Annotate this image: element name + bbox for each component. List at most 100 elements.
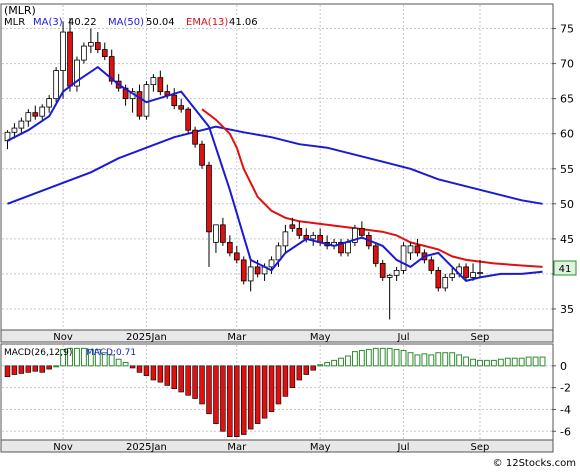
price-tick-label: 50: [560, 198, 574, 211]
candle-up: [81, 45, 87, 61]
symbol-label: (MLR): [4, 4, 36, 17]
last-price-badge: [553, 260, 577, 276]
macd-bar-positive: [442, 352, 449, 367]
macd-bar-negative: [39, 365, 45, 373]
date-axis-top: Nov 2025Jan Mar May Jul Sep: [53, 332, 489, 343]
macd-bar-positive: [324, 362, 331, 367]
macd-bar-negative: [46, 365, 52, 370]
macd-bar-negative: [32, 365, 39, 372]
macd-bar-negative: [185, 365, 191, 396]
legend-ma50-value: 50.04: [146, 17, 175, 28]
candle-up: [470, 272, 476, 278]
price-tick-label: 65: [560, 93, 574, 106]
macd-bar-positive: [477, 359, 483, 367]
macd-tick-label: 0: [560, 360, 567, 373]
candle-down: [372, 245, 379, 264]
macd-bar-negative: [254, 365, 261, 424]
date-label: Mar: [227, 332, 247, 343]
macd-bar-positive: [379, 347, 386, 367]
date-axis-bottom-strip: [0, 439, 554, 453]
macd-bar-positive: [60, 348, 66, 367]
macd-bar-negative: [143, 365, 150, 376]
macd-tick-label: -2: [560, 382, 571, 395]
macd-bar-positive: [407, 352, 414, 367]
last-price-label: 41: [559, 264, 572, 275]
candle-down: [185, 108, 191, 131]
macd-bar-positive: [456, 354, 463, 367]
date-label: May: [310, 442, 331, 453]
date-label: May: [310, 332, 331, 343]
candle-down: [94, 42, 101, 50]
macd-bar-negative: [240, 365, 247, 435]
macd-bar-positive: [331, 359, 337, 367]
candle-down: [67, 31, 73, 87]
candle-down: [199, 143, 205, 166]
macd-bar-positive: [372, 347, 379, 367]
macd-bar-positive: [532, 356, 539, 367]
date-label: Nov: [53, 332, 73, 343]
candle-down: [414, 245, 421, 254]
macd-bar-positive: [484, 359, 490, 367]
macd-bar-positive: [101, 352, 108, 367]
candle-up: [53, 70, 59, 100]
macd-bar-positive: [317, 364, 324, 367]
candle-up: [247, 266, 254, 282]
macd-bar-positive: [435, 352, 442, 367]
candle-up: [310, 234, 317, 240]
candle-up: [46, 98, 52, 108]
macd-bar-negative: [261, 365, 268, 419]
macd-bar-positive: [490, 359, 497, 367]
macd-bar-negative: [157, 365, 164, 383]
candle-up: [352, 227, 358, 243]
candle-up: [268, 259, 275, 268]
macd-tick-label: -6: [560, 425, 571, 438]
candle-down: [220, 224, 226, 243]
candle-up: [393, 270, 400, 276]
macd-bar-negative: [227, 365, 233, 438]
candle-down: [192, 129, 198, 145]
macd-bar-negative: [164, 365, 171, 386]
price-tick-label: 75: [560, 23, 574, 36]
candle-down: [289, 224, 296, 229]
candle-up: [88, 42, 94, 47]
macd-bar-negative: [4, 365, 11, 378]
candle-up: [4, 131, 11, 142]
macd-bar-negative: [25, 365, 32, 373]
macd-bar-positive: [67, 347, 73, 367]
macd-bar-negative: [234, 365, 240, 438]
macd-bar-negative: [18, 365, 25, 374]
ema13-path: [201, 108, 543, 268]
ma50-path: [7, 125, 543, 205]
ma3-path: [7, 65, 543, 283]
date-label: Jul: [397, 442, 410, 453]
macd-bar-negative: [199, 365, 205, 405]
ma50-line: [7, 125, 543, 205]
macd-bar-negative: [220, 365, 226, 432]
candle-up: [345, 241, 351, 254]
macd-bar-positive: [511, 357, 518, 367]
candle-up: [213, 224, 219, 243]
legend-ema13-label: EMA(13): [186, 17, 228, 28]
ema13-line: [201, 108, 543, 268]
candle-down: [254, 266, 261, 275]
candle-up: [60, 31, 66, 72]
macd-bar-positive: [386, 347, 393, 367]
candle-down: [171, 94, 178, 107]
macd-bar-negative: [178, 365, 184, 393]
candle-down: [101, 49, 108, 57]
macd-bar-positive: [351, 351, 358, 367]
date-label: Nov: [53, 442, 73, 453]
macd-bar-positive: [108, 354, 115, 367]
candle-up: [150, 77, 157, 86]
legend-ma50-label: MA(50): [108, 17, 144, 28]
price-tick-label: 70: [560, 58, 574, 71]
candle-up: [400, 245, 407, 271]
candle-down: [338, 241, 344, 254]
candle-down: [108, 56, 115, 82]
candle-up: [449, 273, 456, 278]
macd-bars: [4, 347, 546, 438]
macd-value-label: MACD:0.71: [86, 348, 136, 358]
macd-bar-positive: [115, 358, 122, 367]
macd-bar-positive: [74, 347, 80, 367]
macd-bar-negative: [268, 365, 275, 412]
